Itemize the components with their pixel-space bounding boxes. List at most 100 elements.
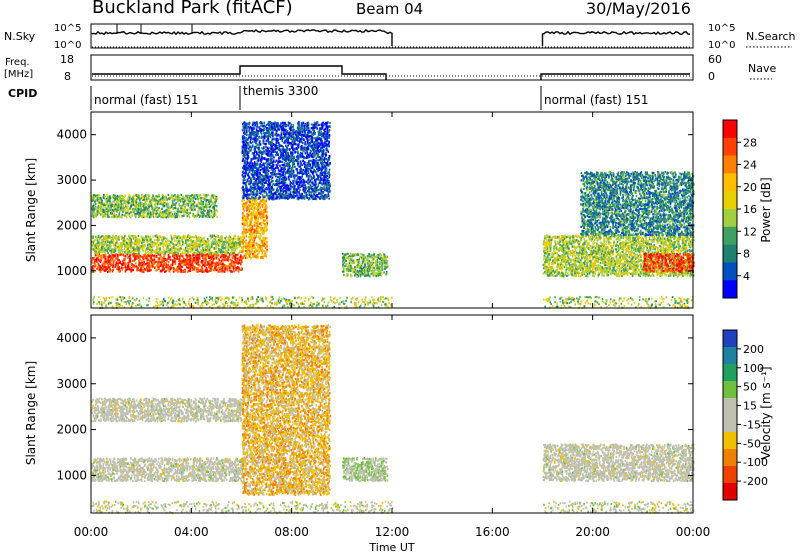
data-cell xyxy=(118,262,120,264)
data-cell xyxy=(158,257,160,259)
data-cell xyxy=(169,270,171,272)
data-cell xyxy=(100,261,102,263)
data-cell xyxy=(143,269,145,271)
data-cell xyxy=(179,258,181,260)
data-cell xyxy=(225,255,227,257)
data-cell xyxy=(187,271,189,273)
data-cell xyxy=(113,266,115,268)
data-cell xyxy=(152,259,154,261)
data-cell xyxy=(194,261,196,263)
data-cell xyxy=(188,264,190,266)
data-cell xyxy=(148,265,150,267)
data-cell xyxy=(225,249,227,251)
data-cell xyxy=(170,235,172,237)
data-cell xyxy=(155,256,157,258)
data-cell xyxy=(100,254,102,256)
data-cell xyxy=(166,266,168,268)
data-cell xyxy=(112,258,114,260)
data-cell xyxy=(234,261,236,263)
scatter-feature-0 xyxy=(91,253,243,273)
data-cell xyxy=(218,258,220,260)
data-cell xyxy=(156,269,158,271)
data-cell xyxy=(219,270,221,272)
data-cell xyxy=(100,271,102,273)
data-cell xyxy=(146,259,148,261)
data-cell xyxy=(212,269,214,271)
data-cell xyxy=(129,268,131,270)
data-cell xyxy=(201,260,203,262)
data-cell xyxy=(213,262,215,264)
data-cell xyxy=(198,269,200,271)
data-cell xyxy=(147,267,149,269)
data-cell xyxy=(212,264,214,266)
data-cell xyxy=(110,259,112,261)
data-cell xyxy=(102,265,104,267)
data-cell xyxy=(210,267,212,269)
data-cell xyxy=(131,263,133,265)
data-cell xyxy=(174,261,176,263)
data-cell xyxy=(180,269,182,271)
data-cell xyxy=(208,240,210,242)
data-cell xyxy=(217,262,219,264)
data-cell xyxy=(143,261,145,263)
data-cell xyxy=(214,235,216,237)
data-cell xyxy=(191,258,193,260)
data-cell xyxy=(153,255,155,257)
data-cell xyxy=(173,247,175,249)
data-cell xyxy=(233,267,235,269)
data-cell xyxy=(211,257,213,259)
data-cell xyxy=(196,263,198,265)
data-cell xyxy=(187,267,189,269)
data-cell xyxy=(206,260,208,262)
data-cell xyxy=(169,256,171,258)
date-label: 30/May/2016 xyxy=(586,0,691,18)
data-cell xyxy=(168,268,170,270)
data-cell xyxy=(148,255,150,257)
nsearch-label: N.Search xyxy=(746,30,796,43)
data-cell xyxy=(179,261,181,263)
data-cell xyxy=(221,270,223,272)
data-cell xyxy=(113,261,115,263)
data-cell xyxy=(111,264,113,266)
freq-tick-high: 18 xyxy=(60,53,74,66)
data-cell xyxy=(231,262,233,264)
data-cell xyxy=(161,263,163,265)
data-cell xyxy=(229,264,231,266)
data-cell xyxy=(175,263,177,265)
data-cell xyxy=(214,267,216,269)
freq-tick-low: 8 xyxy=(64,70,71,83)
data-cell xyxy=(205,270,207,272)
data-cell xyxy=(211,270,213,272)
data-cell xyxy=(146,255,148,257)
data-cell xyxy=(183,258,185,260)
data-cell xyxy=(195,255,197,257)
cpid-label: CPID xyxy=(8,87,37,100)
data-cell xyxy=(97,266,99,268)
data-cell xyxy=(215,263,217,265)
data-cell xyxy=(177,268,179,270)
data-cell xyxy=(237,258,239,260)
data-cell xyxy=(127,268,129,270)
data-cell xyxy=(151,261,153,263)
data-cell xyxy=(136,265,138,267)
data-cell xyxy=(213,238,215,240)
cpid-segment-2: themis 3300 xyxy=(243,84,318,98)
data-cell xyxy=(225,259,227,261)
data-cell xyxy=(143,254,145,256)
data-cell xyxy=(174,240,176,242)
data-cell xyxy=(163,267,165,269)
data-cell xyxy=(115,253,117,255)
data-cell xyxy=(233,264,235,266)
nsky-label: N.Sky xyxy=(4,30,36,43)
data-cell xyxy=(136,257,138,259)
data-cell xyxy=(168,261,170,263)
data-cell xyxy=(162,261,164,263)
data-cell xyxy=(223,256,225,258)
data-cell xyxy=(122,253,124,255)
data-cell xyxy=(124,264,126,266)
data-cell xyxy=(220,256,222,258)
data-cell xyxy=(105,260,107,262)
data-cell xyxy=(146,262,148,264)
data-cell xyxy=(164,262,166,264)
data-cell xyxy=(240,255,242,257)
